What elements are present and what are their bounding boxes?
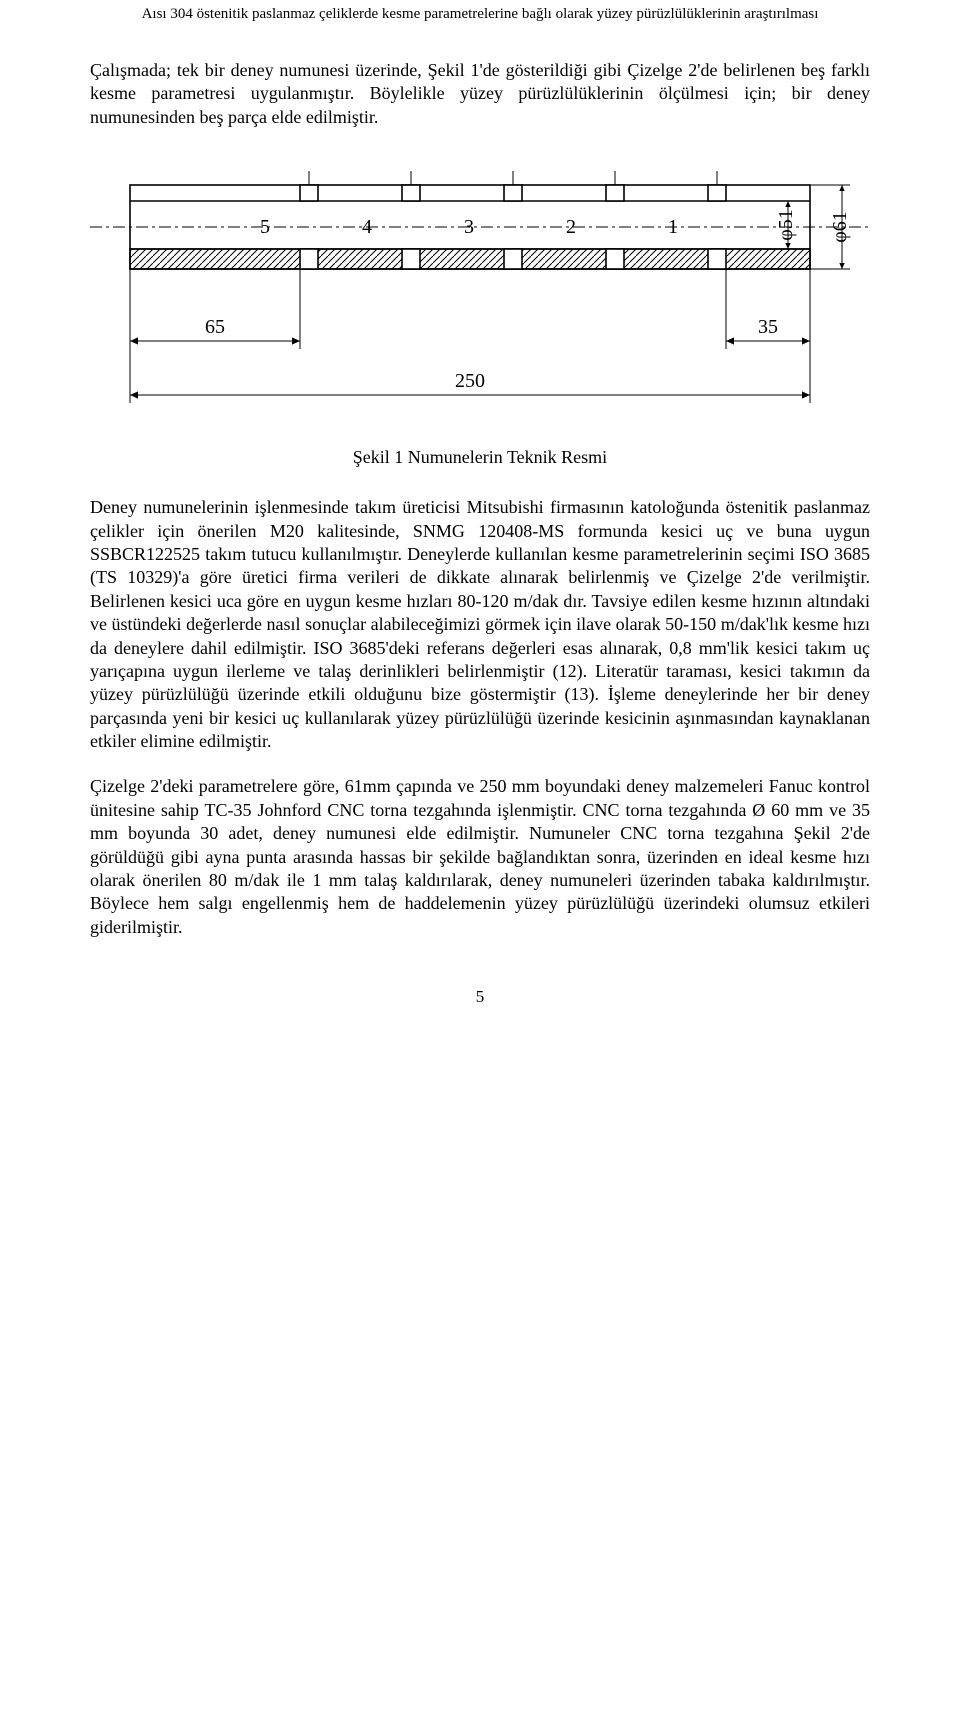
svg-text:35: 35 — [758, 316, 778, 338]
running-head: Aısı 304 östenitik paslanmaz çeliklerde … — [90, 0, 870, 59]
svg-text:4: 4 — [362, 216, 372, 238]
svg-text:250: 250 — [455, 370, 485, 392]
paragraph-3: Çizelge 2'deki parametrelere göre, 61mm … — [90, 775, 870, 939]
svg-text:1: 1 — [668, 216, 678, 238]
paragraph-1: Çalışmada; tek bir deney numunesi üzerin… — [90, 59, 870, 129]
figure-1: 5 4 3 2 1 φ51 φ61 65 35 250 Şekil 1 Numunelerin T… — [90, 151, 870, 468]
svg-text:2: 2 — [566, 216, 576, 238]
paragraph-2: Deney numunelerinin işlenmesinde takım ü… — [90, 496, 870, 753]
svg-text:φ61: φ61 — [829, 211, 851, 243]
svg-text:65: 65 — [205, 316, 225, 338]
svg-text:φ51: φ51 — [775, 209, 797, 241]
svg-text:3: 3 — [464, 216, 474, 238]
page-number: 5 — [90, 987, 870, 1007]
page: Aısı 304 östenitik paslanmaz çeliklerde … — [0, 0, 960, 1067]
figure-1-caption: Şekil 1 Numunelerin Teknik Resmi — [90, 447, 870, 468]
figure-1-drawing: 5 4 3 2 1 φ51 φ61 65 35 250 — [90, 151, 870, 441]
svg-text:5: 5 — [260, 216, 270, 238]
